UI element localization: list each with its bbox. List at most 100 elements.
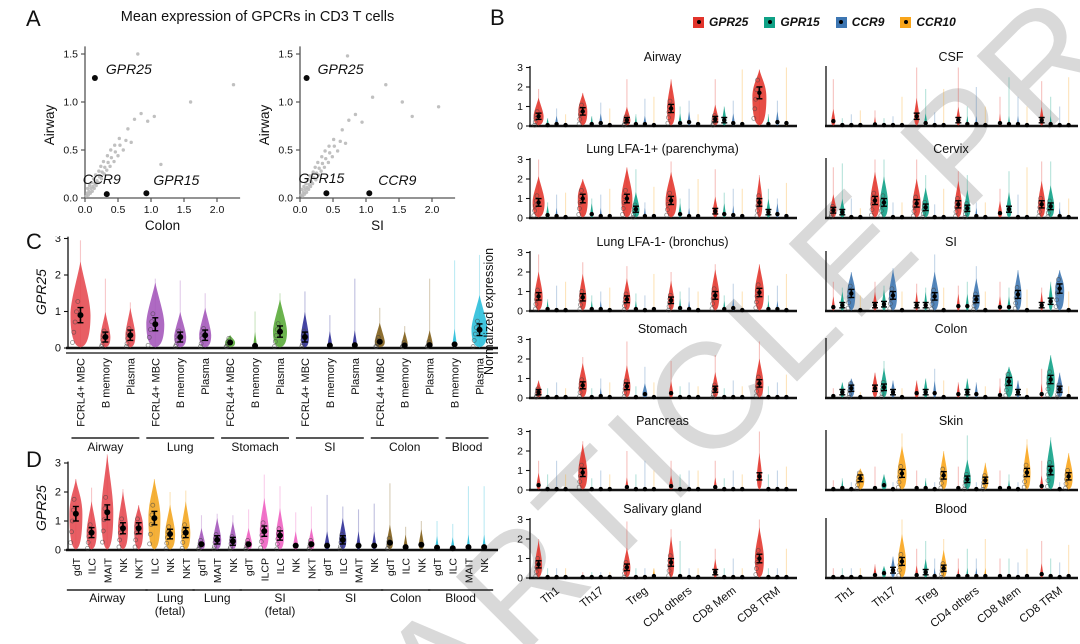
svg-text:MAIT: MAIT xyxy=(354,557,366,583)
violin xyxy=(839,382,846,398)
violin xyxy=(965,281,970,311)
panel-b-label: B xyxy=(490,5,505,30)
violin xyxy=(536,460,541,490)
svg-text:gdT: gdT xyxy=(244,557,256,576)
violin xyxy=(872,564,878,578)
violin xyxy=(849,482,854,492)
violin xyxy=(695,470,701,492)
svg-text:NKT: NKT xyxy=(134,557,146,579)
violin xyxy=(923,478,928,491)
violin xyxy=(962,175,971,220)
violin xyxy=(545,202,550,218)
svg-text:B memory: B memory xyxy=(175,358,187,409)
violin xyxy=(355,509,362,550)
svg-text:1.0: 1.0 xyxy=(63,97,78,109)
violin xyxy=(532,254,543,312)
svg-text:Colon: Colon xyxy=(145,218,180,233)
violin xyxy=(938,539,947,580)
svg-text:GPR25: GPR25 xyxy=(318,61,364,77)
violin xyxy=(402,526,409,551)
panel-c-ylabel: GPR25 xyxy=(33,269,49,315)
violin xyxy=(854,468,865,492)
violin xyxy=(922,540,929,578)
svg-text:3: 3 xyxy=(517,336,523,346)
violin-innate-cells: 0 1 2 3 gdT ILC MAIT NK NKT Airway ILC NK NKT Lung (fe… xyxy=(28,452,502,644)
violin xyxy=(695,291,701,313)
violin xyxy=(179,490,191,551)
svg-text:MAIT: MAIT xyxy=(212,557,224,583)
violin-subplot xyxy=(792,249,1080,317)
violin xyxy=(872,466,878,491)
svg-text:MAIT: MAIT xyxy=(463,557,475,583)
violin xyxy=(651,96,657,128)
svg-text:NK: NK xyxy=(118,558,130,573)
violin-subplot: 0 1 2 3 xyxy=(496,428,801,496)
violin xyxy=(1015,96,1021,127)
violin xyxy=(292,512,299,550)
violin-subplot: 0 1 2 3 xyxy=(496,516,801,584)
svg-text:NK: NK xyxy=(228,558,240,573)
violin xyxy=(532,88,544,128)
violin xyxy=(964,378,971,398)
violin-subplot-svg xyxy=(825,158,1078,220)
svg-text:Stomach: Stomach xyxy=(231,440,278,454)
violin xyxy=(722,568,727,580)
violin xyxy=(955,67,962,126)
subplot-title: Lung LFA-1- (bronchus) xyxy=(596,235,729,249)
svg-text:2: 2 xyxy=(517,534,523,546)
svg-text:FCRL4+ MBC: FCRL4+ MBC xyxy=(150,358,162,427)
violin xyxy=(775,470,780,492)
violin xyxy=(554,108,559,127)
violin xyxy=(784,466,789,492)
violin xyxy=(997,470,1003,491)
svg-text:0: 0 xyxy=(517,306,523,318)
violin xyxy=(1024,388,1030,400)
violin xyxy=(766,295,771,312)
legend-label: CCR9 xyxy=(851,15,885,29)
violin xyxy=(100,454,114,550)
violin xyxy=(839,287,846,311)
violin xyxy=(831,79,836,126)
svg-text:CD8 Mem: CD8 Mem xyxy=(975,585,1023,626)
scatter-airway-vs-colon: 0.0 0.5 1.0 1.5 0.0 0.5 1.0 1.5 2.0 Airway Colon GP… xyxy=(40,28,255,240)
violin xyxy=(577,262,587,312)
violin xyxy=(668,460,674,490)
violin xyxy=(470,254,488,349)
violin xyxy=(896,433,907,490)
highlighted-gene-point xyxy=(366,190,373,197)
violin xyxy=(775,568,780,580)
violin xyxy=(306,506,315,552)
svg-text:ILC: ILC xyxy=(275,558,287,575)
violin xyxy=(695,114,701,127)
violin xyxy=(554,460,559,492)
violin xyxy=(932,112,937,128)
violin xyxy=(686,568,692,580)
violin-subplot-svg: 0 1 2 3 xyxy=(517,516,797,584)
violin xyxy=(1006,287,1012,311)
violin xyxy=(775,382,780,400)
violin xyxy=(607,188,612,219)
violin xyxy=(271,293,287,349)
svg-text:CD8 TRM: CD8 TRM xyxy=(735,585,783,626)
highlighted-gene-point xyxy=(103,191,110,198)
svg-text:gdT: gdT xyxy=(71,557,83,576)
violin xyxy=(686,287,692,312)
violin xyxy=(642,98,648,127)
violin xyxy=(846,378,855,400)
svg-text:(fetal): (fetal) xyxy=(265,604,296,618)
subplot-title: Blood xyxy=(935,502,967,516)
subplot-title: Colon xyxy=(934,322,968,336)
svg-text:Airway: Airway xyxy=(257,105,272,146)
violin xyxy=(533,539,543,579)
violin xyxy=(881,285,887,311)
svg-text:Lung: Lung xyxy=(204,591,231,605)
violin-subplot-svg: 0 1 2 3 xyxy=(517,156,797,224)
violin xyxy=(956,558,961,579)
violin xyxy=(243,509,253,552)
subplot-title: Salivary gland xyxy=(623,502,702,516)
svg-text:3: 3 xyxy=(517,156,523,166)
svg-text:0.0: 0.0 xyxy=(278,193,293,205)
violin xyxy=(299,291,309,349)
violin xyxy=(545,388,550,400)
violin xyxy=(956,285,961,311)
